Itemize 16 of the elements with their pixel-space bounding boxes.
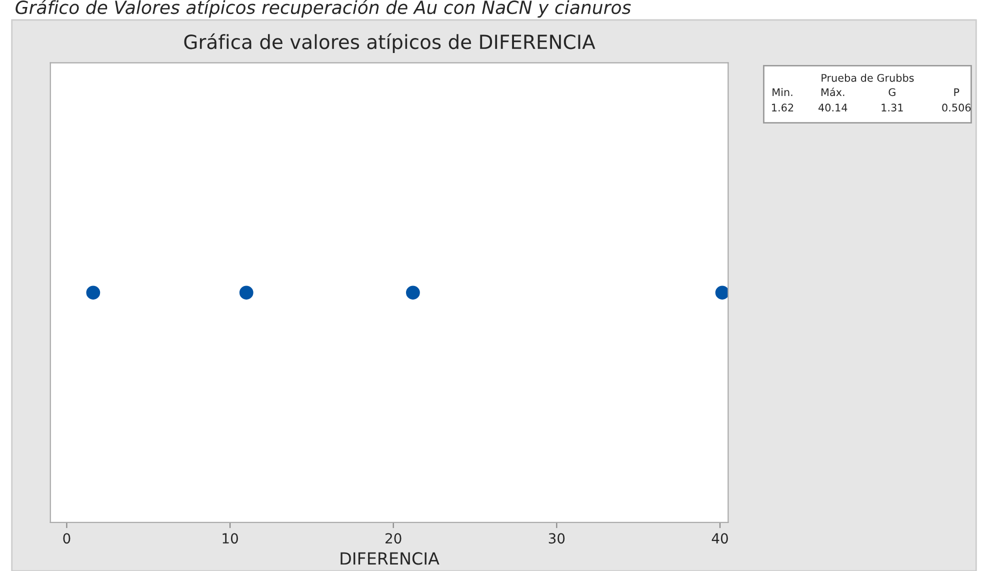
- chart-title: Gráfica de valores atípicos de DIFERENCIA: [184, 33, 596, 53]
- text: 1.31: [882, 104, 903, 112]
- x-tick-label: 10: [222, 533, 238, 544]
- text: 1.62: [772, 104, 794, 112]
- text: 0.506: [942, 104, 971, 112]
- x-tick-label: 40: [712, 533, 728, 544]
- text: Min.: [772, 88, 792, 96]
- text: G: [888, 88, 896, 96]
- x-tick-label: 30: [548, 533, 565, 544]
- x-tick-label: 0: [63, 533, 70, 544]
- text: Máx.: [821, 88, 844, 96]
- x-axis-title: DIFERENCIA: [340, 552, 440, 565]
- text: Prueba de Grubbs: [822, 74, 914, 82]
- x-tick-label: 20: [386, 533, 402, 544]
- text: 40.14: [818, 104, 848, 112]
- text: P: [954, 88, 960, 96]
